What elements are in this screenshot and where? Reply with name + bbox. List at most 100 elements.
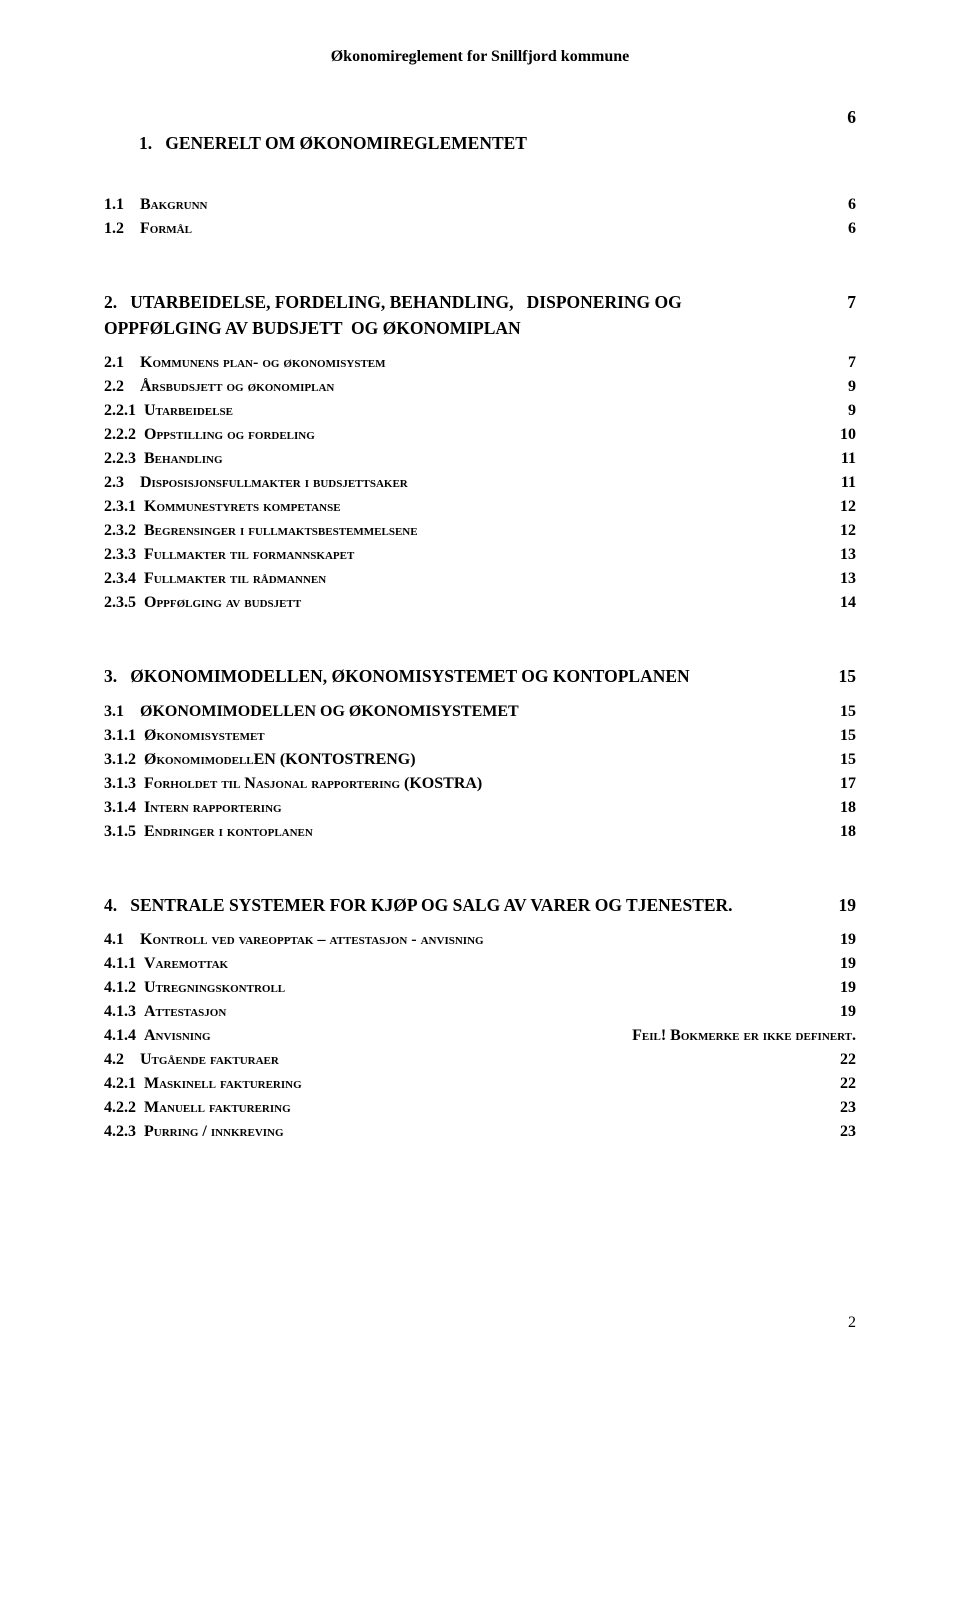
toc-page: 11 [821,447,856,471]
toc-num: 4. [104,895,117,915]
toc-entry: 3.1.5 Endringer i kontoplanen 18 [104,820,856,844]
toc-title: Kommunens plan- og økonomisystem [140,354,386,371]
toc-title: Oppstilling og fordeling [144,426,315,443]
toc-page: 6 [828,217,856,241]
toc-page: 15 [820,748,856,772]
toc-heading-label: 1. GENERELT OM ØKONOMIREGLEMENTET [104,104,537,183]
toc-title: ØKONOMIMODELLEN OG ØKONOMISYSTEMET [140,703,519,720]
toc-num: 3.1.2 [104,751,136,768]
toc-entry: 2.3.3 Fullmakter til formannskapet 13 [104,543,856,567]
toc-num: 3.1.3 [104,775,136,792]
toc-entry: 4.2.2 Manuell fakturering 23 [104,1096,856,1120]
toc-page: 18 [820,796,856,820]
toc-num: 2.3 [104,474,124,491]
toc-num: 2. [104,292,117,312]
toc-title: Utarbeidelse [144,402,233,419]
toc-page: 23 [820,1120,856,1144]
toc-num: 4.1.3 [104,1003,136,1020]
toc-num: 4.1.1 [104,955,136,972]
toc-page: 18 [820,820,856,844]
toc-page: 7 [828,351,856,375]
toc-num: 4.1.2 [104,979,136,996]
toc-num: 3.1.5 [104,823,136,840]
toc-title: Begrensinger i fullmaktsbestemmelsene [144,522,418,539]
toc-entry: 2.3 Disposisjonsfullmakter i budsjettsak… [104,471,856,495]
toc-entry: 4.1 Kontroll ved vareopptak – attestasjo… [104,928,856,952]
toc-title: Maskinell fakturering [144,1075,302,1092]
toc-num: 4.2.3 [104,1123,136,1140]
toc-num: 1.1 [104,196,124,213]
toc-title: Utregningskontroll [144,979,285,996]
toc-title: Disposisjonsfullmakter i budsjettsaker [140,474,408,491]
toc-num: 2.3.1 [104,498,136,515]
toc-title: Formål [140,220,192,237]
toc-page: 6 [828,193,856,217]
toc-page: 7 [827,289,856,315]
toc-num: 1.2 [104,220,124,237]
toc-num: 4.2.2 [104,1099,136,1116]
toc-section: 1. GENERELT OM ØKONOMIREGLEMENTET 6 1.1 … [104,104,856,241]
toc-num: 4.2.1 [104,1075,136,1092]
toc-entry: 3.1.4 Intern rapportering 18 [104,796,856,820]
toc-section: 2. UTARBEIDELSE, FORDELING, BEHANDLING, … [104,289,856,616]
toc-page: 22 [820,1048,856,1072]
toc-section: 4. SENTRALE SYSTEMER FOR KJØP OG SALG AV… [104,892,856,1144]
toc-title: Forholdet til Nasjonal rapportering (KOS… [144,775,482,792]
toc-entry: 4.1.1 Varemottak 19 [104,952,856,976]
toc-page: 15 [820,724,856,748]
toc-entry: 2.3.1 Kommunestyrets kompetanse 12 [104,495,856,519]
toc-title: Bakgrunn [140,196,208,213]
toc-page: 19 [820,952,856,976]
toc-heading: 1. GENERELT OM ØKONOMIREGLEMENTET 6 [104,104,856,183]
toc-title: Attestasjon [144,1003,226,1020]
toc-entry: 1.2 Formål 6 [104,217,856,241]
toc-entry: 2.2.3 Behandling 11 [104,447,856,471]
toc-page: 19 [820,1000,856,1024]
toc-title: Utgående fakturaer [140,1051,279,1068]
toc-entry: 4.2.1 Maskinell fakturering 22 [104,1072,856,1096]
toc-title: Kontroll ved vareopptak – attestasjon - … [140,931,484,948]
toc-page: 15 [819,663,857,689]
toc-title: Økonomisystemet [144,727,265,744]
toc-title: ØKONOMIMODELLEN, ØKONOMISYSTEMET OG KONT… [130,666,689,686]
toc-page: 22 [820,1072,856,1096]
toc-entry: 2.2 Årsbudsjett og økonomiplan 9 [104,375,856,399]
toc-page: 9 [828,399,856,423]
toc-entry: 2.3.5 Oppfølging av budsjett 14 [104,591,856,615]
toc-num: 2.2.2 [104,426,136,443]
toc-entry: 2.2.2 Oppstilling og fordeling 10 [104,423,856,447]
toc-entry: 2.2.1 Utarbeidelse 9 [104,399,856,423]
toc-page: 12 [820,495,856,519]
toc-num: 4.2 [104,1051,124,1068]
toc-entry: 1.1 Bakgrunn 6 [104,193,856,217]
toc-page: 11 [821,471,856,495]
toc-entry: 2.3.4 Fullmakter til rådmannen 13 [104,567,856,591]
page-header-title: Økonomireglement for Snillfjord kommune [104,48,856,66]
toc-title: Endringer i kontoplanen [144,823,313,840]
toc-title: Anvisning [144,1027,211,1044]
toc-title: Varemottak [144,955,228,972]
toc-title: Årsbudsjett og økonomiplan [140,378,334,395]
toc-page: 10 [820,423,856,447]
toc-page: 14 [820,591,856,615]
toc-num: 3.1.4 [104,799,136,816]
document-page: Økonomireglement for Snillfjord kommune … [0,0,960,1372]
toc-num: 1. [139,133,152,153]
toc-title: Oppfølging av budsjett [144,594,301,611]
toc-title: Purring / innkreving [144,1123,284,1140]
toc-num: 2.1 [104,354,124,371]
toc-entry: 3.1.2 ØkonomimodellEN (KONTOSTRENG) 15 [104,748,856,772]
toc-num: 2.3.4 [104,570,136,587]
toc-entry: 4.1.2 Utregningskontroll 19 [104,976,856,1000]
toc-page: 12 [820,519,856,543]
toc-num: 3. [104,666,117,686]
toc-page: 13 [820,567,856,591]
toc-entry: 4.2 Utgående fakturaer 22 [104,1048,856,1072]
toc-title: Fullmakter til rådmannen [144,570,326,587]
toc-title: Intern rapportering [144,799,282,816]
toc-title: Kommunestyrets kompetanse [144,498,341,515]
toc-entry: 3.1.3 Forholdet til Nasjonal rapporterin… [104,772,856,796]
toc-page: 15 [820,700,856,724]
toc-num: 2.2.3 [104,450,136,467]
toc-num: 2.2.1 [104,402,136,419]
